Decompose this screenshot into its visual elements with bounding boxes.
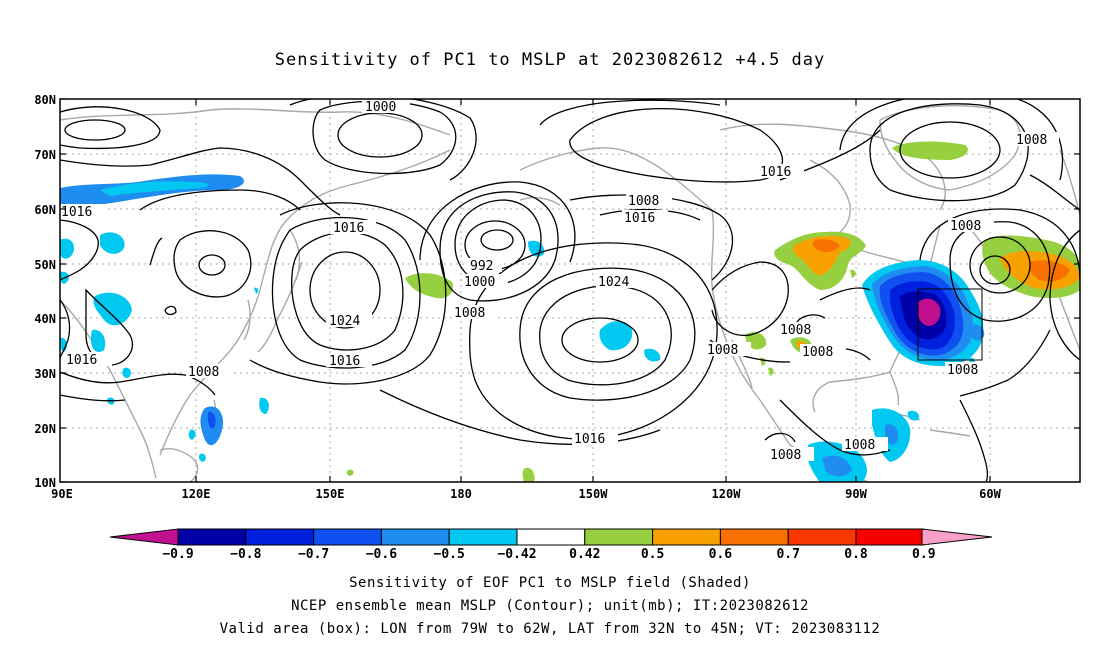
tick-marks: [60, 98, 1080, 483]
lon-label: 150E: [316, 487, 345, 501]
colorbar-label: 0.9: [912, 547, 935, 562]
colorbar-box: [719, 528, 789, 546]
map-frame: [59, 98, 1081, 483]
colorbar-box: [855, 528, 925, 546]
contour-label-1016: 1016: [760, 165, 791, 180]
colorbar-box: [787, 528, 857, 546]
colorbar-label: −0.5: [434, 547, 465, 562]
latitude-labels: 80N 70N 60N 50N 40N 30N 20N 10N: [34, 93, 56, 490]
colorbar-arrow-low: [109, 528, 179, 546]
lon-label: 180: [450, 487, 472, 501]
colorbar-label: −0.6: [366, 547, 397, 562]
contour-label-1008: 1008: [770, 448, 801, 463]
contour-labels: 1000 1016 1008 1016 1008 1016 1016 1008 …: [60, 99, 1059, 463]
lat-label: 30N: [34, 367, 56, 381]
lat-label: 40N: [34, 312, 56, 326]
lat-label: 80N: [34, 93, 56, 107]
contour-label-992: 992: [470, 259, 493, 274]
colorbar-label: 0.7: [776, 547, 799, 562]
contour-label-1000: 1000: [365, 100, 396, 115]
lat-label: 50N: [34, 258, 56, 272]
colorbar-box: [516, 528, 586, 546]
contour-label-1008: 1008: [780, 323, 811, 338]
contour-label-1008: 1008: [454, 306, 485, 321]
valid-area-box: [917, 288, 983, 361]
contour-label-1008: 1008: [628, 194, 659, 209]
colorbar-label: 0.42: [569, 547, 600, 562]
colorbar-boxes: [177, 528, 925, 546]
map-title: Sensitivity of PC1 to MSLP at 2023082612…: [274, 50, 826, 70]
colorbar-label: 0.6: [709, 547, 733, 562]
contour-label-1000: 1000: [464, 275, 495, 290]
contour-label-1024: 1024: [598, 275, 629, 290]
contour-label-1016: 1016: [624, 211, 655, 226]
contour-label-1016: 1016: [61, 205, 92, 220]
caption-line-1: Sensitivity of EOF PC1 to MSLP field (Sh…: [349, 575, 751, 591]
colorbar-box: [245, 528, 315, 546]
contour-label-1016: 1016: [66, 353, 97, 368]
colorbar-box: [652, 528, 721, 546]
caption-line-3: Valid area (box): LON from 79W to 62W, L…: [219, 621, 881, 637]
contour-label-1008: 1008: [1016, 133, 1047, 148]
lon-label: 60W: [979, 487, 1001, 501]
colorbar-arrow-high: [921, 528, 993, 546]
colorbar-box: [313, 528, 382, 546]
colorbar-label: −0.7: [298, 547, 329, 562]
contour-label-1016: 1016: [329, 354, 360, 369]
colorbar-labels: −0.9 −0.8 −0.7 −0.6 −0.5 −0.42 0.42 0.5 0.6 0.7 0.…: [162, 547, 935, 562]
colorbar-box: [448, 528, 518, 546]
lat-label: 10N: [34, 476, 56, 490]
contour-label-1008: 1008: [707, 343, 738, 358]
lon-label: 120E: [182, 487, 211, 501]
lat-label: 70N: [34, 148, 56, 162]
colorbar: −0.9 −0.8 −0.7 −0.6 −0.5 −0.42 0.42 0.5 0.6 0.7 0.…: [109, 528, 993, 562]
lat-label: 60N: [34, 203, 56, 217]
colorbar-box: [380, 528, 450, 546]
colorbar-box: [177, 528, 247, 546]
contour-label-1024: 1024: [329, 314, 360, 329]
longitude-labels: 90E 120E 150E 180 150W 120W 90W 60W: [51, 487, 1001, 501]
coastlines: [60, 105, 1080, 482]
contour-label-1008: 1008: [950, 219, 981, 234]
colorbar-label: −0.8: [230, 547, 261, 562]
colorbar-box: [584, 528, 654, 546]
lon-label: 90E: [51, 487, 73, 501]
colorbar-label: 0.5: [641, 547, 664, 562]
lat-label: 20N: [34, 422, 56, 436]
contour-label-1008: 1008: [844, 438, 875, 453]
colorbar-label: −0.42: [497, 547, 536, 562]
contour-label-1008: 1008: [802, 345, 833, 360]
caption-line-2: NCEP ensemble mean MSLP (Contour); unit(…: [291, 598, 809, 614]
lon-label: 90W: [845, 487, 867, 501]
contour-label-1016: 1016: [574, 432, 605, 447]
contour-label-1008: 1008: [188, 365, 219, 380]
colorbar-label: 0.8: [844, 547, 868, 562]
colorbar-label: −0.9: [162, 547, 193, 562]
contour-label-1016: 1016: [333, 221, 364, 236]
contour-label-1008: 1008: [947, 363, 978, 378]
lon-label: 150W: [579, 487, 609, 501]
lon-label: 120W: [712, 487, 742, 501]
